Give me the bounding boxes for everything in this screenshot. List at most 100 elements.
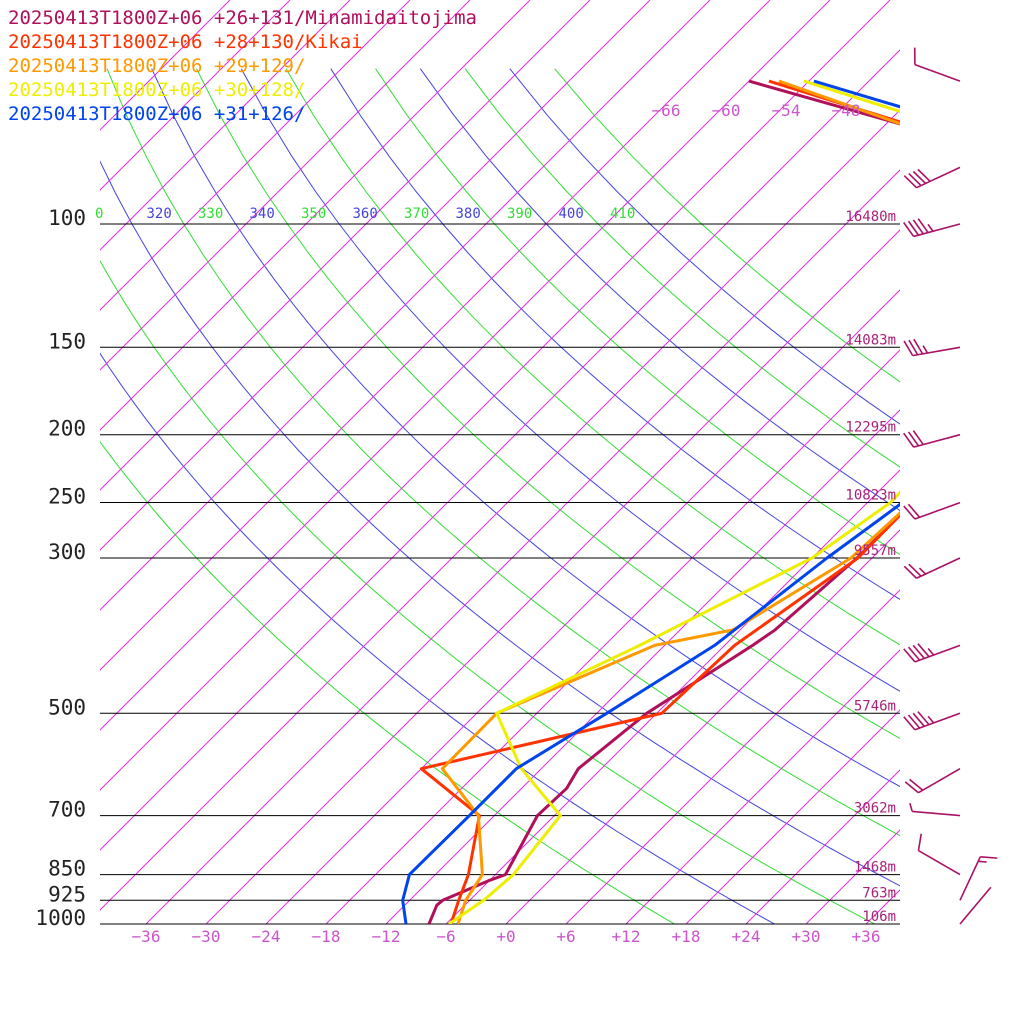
x-tick-label: +30 — [792, 927, 821, 946]
theta-label: 340 — [250, 206, 275, 222]
height-label: 3062m — [854, 801, 896, 817]
dry-adiabat-line — [100, 160, 900, 887]
wind-barb-staff — [959, 886, 992, 925]
wind-barb-flag — [908, 173, 922, 187]
isotherm-line — [265, 289, 900, 924]
height-label: 1468m — [854, 860, 896, 876]
dry-adiabat-line — [196, 68, 900, 740]
x-tick-label: −12 — [372, 927, 401, 946]
isotherm-line — [100, 0, 351, 251]
dry-adiabat-line — [464, 68, 900, 468]
dry-adiabat-line — [509, 68, 900, 425]
isotherm-line — [685, 709, 900, 924]
wind-barb-flag — [917, 711, 930, 726]
isotherm-line — [100, 0, 831, 731]
wind-barb-staff — [918, 849, 961, 876]
wind-barb-staff — [913, 433, 961, 448]
theta-label: 350 — [301, 206, 326, 222]
wind-barb — [903, 711, 961, 731]
isotherm-line — [100, 0, 291, 191]
x-tick-label: +12 — [612, 927, 641, 946]
wind-barb — [959, 886, 992, 925]
isotherm-line — [100, 0, 711, 611]
wind-barb-flag — [908, 339, 919, 356]
isotherm-line — [100, 0, 471, 371]
wind-barb-staff — [914, 712, 961, 731]
theta-label: 410 — [610, 206, 635, 222]
theta-label: 0 — [95, 206, 103, 222]
wind-barb-flag — [912, 219, 924, 235]
pressure-label: 1000 — [35, 906, 86, 930]
dry-adiabat-line — [100, 259, 875, 924]
wind-barb-flag — [903, 222, 915, 237]
wind-barb — [903, 501, 961, 520]
theta-label: 360 — [353, 206, 378, 222]
top-temp-label: −66 — [652, 101, 681, 120]
wind-barb-half-flag — [909, 802, 913, 812]
height-label: 106m — [862, 909, 896, 925]
wind-barb-staff — [959, 856, 982, 901]
isotherm-line — [505, 529, 900, 924]
wind-barb — [909, 802, 961, 817]
wind-barb-staff — [914, 501, 961, 520]
wind-barb-flag — [907, 714, 921, 729]
height-label: 5746m — [854, 698, 896, 714]
isotherm-line — [100, 0, 891, 791]
height-label: 12295m — [845, 420, 896, 436]
isotherm-line — [986, 0, 1024, 924]
isobars — [100, 223, 900, 925]
wind-barb-flag — [912, 430, 924, 446]
axis-labels: 0 320 330 340 350 360 370 380 390 400 410 100 150 200… — [35, 101, 896, 946]
x-tick-label: +24 — [732, 927, 761, 946]
isotherm-line — [385, 409, 900, 924]
wind-barb-flag — [913, 338, 924, 355]
x-tick-label: −36 — [132, 927, 161, 946]
height-label: 14083m — [845, 332, 896, 348]
isotherm-line — [445, 469, 900, 924]
wind-barb-flag — [909, 778, 924, 791]
profile-line-0 — [427, 79, 900, 924]
dry-adiabat-line — [285, 68, 900, 646]
wind-barbs — [903, 47, 998, 925]
pressure-label: 300 — [48, 540, 86, 564]
wind-barb-staff — [914, 63, 961, 82]
wind-barb — [903, 557, 961, 580]
height-label: 9557m — [854, 543, 896, 559]
isotherm-line — [805, 829, 900, 924]
wind-barb-staff — [916, 166, 961, 189]
x-tick-label: −6 — [436, 927, 455, 946]
wind-barb-half-flag — [927, 715, 935, 724]
legend-entry: 20250413T1800Z+06 +30+128/ — [8, 79, 305, 101]
isotherm-line — [625, 649, 900, 924]
pressure-label: 200 — [48, 417, 86, 441]
wind-barb-flag — [907, 220, 920, 236]
wind-barb-flag — [903, 565, 918, 579]
profile-line-2 — [440, 79, 900, 924]
wind-barb-flag — [912, 712, 925, 727]
wind-barb — [903, 643, 961, 663]
wind-barb — [903, 218, 961, 238]
wind-barb-flag — [912, 644, 925, 659]
pressure-label: 100 — [48, 206, 86, 230]
temperature-profiles — [401, 79, 900, 924]
x-tick-label: +36 — [852, 927, 881, 946]
wind-barb-half-flag — [927, 223, 934, 232]
wind-barb-flag — [908, 563, 922, 577]
wind-barb-flag — [913, 47, 916, 65]
wind-barb — [903, 338, 961, 357]
wind-barb-flag — [903, 432, 915, 448]
wind-barb-staff — [914, 644, 961, 663]
wind-barb-flag — [917, 168, 931, 182]
wind-barb-staff — [913, 223, 961, 238]
height-label: 763m — [862, 885, 896, 901]
wind-barb-flag — [980, 855, 998, 859]
wind-barb-flag — [903, 716, 916, 731]
wind-barb-staff — [912, 346, 961, 357]
wind-barb-staff — [912, 810, 961, 817]
x-tick-label: −18 — [312, 927, 341, 946]
wind-barb — [903, 430, 961, 448]
wind-barb-flag — [907, 646, 921, 661]
isotherm-line — [100, 0, 591, 491]
wind-barb-flag — [917, 218, 929, 234]
